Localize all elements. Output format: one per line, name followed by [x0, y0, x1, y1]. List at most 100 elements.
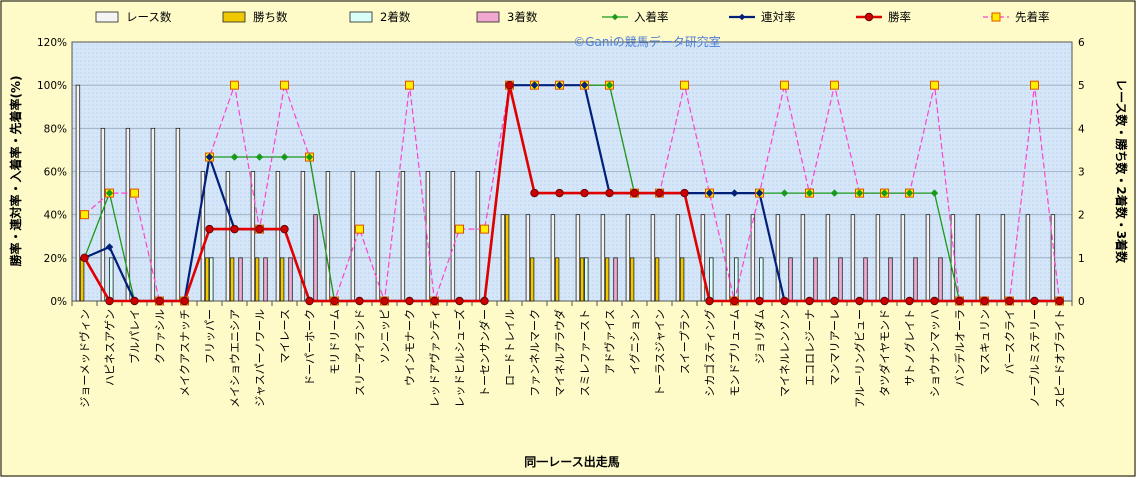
bar-4 — [238, 257, 243, 302]
bar-1 — [75, 84, 81, 302]
x-category-label: スミレファースト — [579, 309, 592, 396]
x-category-label: マイネルアラウダ — [553, 309, 567, 397]
marker-勝率 — [880, 296, 889, 306]
marker-勝率 — [330, 296, 339, 306]
marker-入着率 — [230, 153, 239, 161]
x-category-label: ロードトレイル — [504, 309, 517, 386]
marker-連対率 — [755, 189, 764, 197]
marker-連対率 — [105, 243, 114, 251]
x-category-label: エコロレジーナ — [804, 309, 817, 386]
marker-勝率 — [855, 296, 864, 306]
marker-勝率 — [480, 296, 489, 306]
x-category-label: ウインモナーク — [404, 309, 417, 386]
x-category-label: ファンネルマーク — [529, 309, 542, 397]
bar-4 — [888, 257, 893, 302]
marker-勝率 — [1005, 296, 1014, 306]
marker-入着率 — [930, 189, 939, 197]
bar-1 — [950, 214, 956, 302]
x-category-label: ジャスパーノワール — [254, 309, 267, 407]
marker-勝率 — [355, 296, 364, 306]
x-category-label: スリーアイランド — [354, 309, 367, 396]
marker-入着率 — [605, 81, 614, 89]
marker-勝率 — [955, 296, 964, 306]
marker-勝率 — [380, 296, 389, 306]
marker-入着率 — [105, 189, 114, 197]
marker-入着率 — [905, 189, 914, 197]
x-category-label: ハピネスアゲン — [104, 309, 117, 386]
marker-勝率 — [455, 296, 464, 306]
marker-連対率 — [730, 189, 739, 197]
y-axis-right-title: レース数・勝ち数・2着数・3着数 — [1114, 79, 1129, 264]
bar-1 — [200, 171, 206, 302]
right-tick-label: 1 — [1078, 253, 1085, 265]
right-tick-label: 5 — [1078, 80, 1085, 92]
bar-4 — [788, 257, 793, 302]
x-category-label: イグニション — [628, 309, 642, 375]
bar-1 — [350, 171, 356, 302]
x-category-label: バンデルオーラ — [953, 309, 967, 387]
x-category-label: レッドヒルシューズ — [453, 309, 467, 407]
legend-label: 入着率 — [634, 10, 669, 24]
right-tick-label: 6 — [1078, 37, 1085, 49]
marker-先着率 — [830, 80, 839, 90]
x-category-label: メイクアスナッチ — [179, 309, 192, 397]
bar-1 — [625, 214, 631, 302]
bar-1 — [675, 214, 681, 302]
marker-連対率 — [205, 153, 214, 161]
marker-勝率 — [230, 224, 239, 234]
marker-勝率 — [655, 188, 664, 198]
bar-2 — [654, 257, 660, 302]
marker-連対率 — [580, 81, 589, 89]
bar-2 — [279, 257, 285, 302]
bar-4 — [263, 257, 268, 302]
marker-先着率 — [680, 80, 689, 90]
bar-3 — [759, 257, 764, 302]
bar-1 — [575, 214, 581, 302]
bar-2 — [79, 257, 85, 302]
marker-連対率 — [530, 81, 539, 89]
marker-勝率 — [505, 80, 514, 90]
left-tick-label: 60% — [44, 167, 67, 179]
x-category-label: トーセンサンダー — [478, 309, 492, 397]
bar-1 — [775, 214, 781, 302]
bar-1 — [600, 214, 606, 302]
marker-勝率 — [830, 296, 839, 306]
marker-勝率 — [580, 188, 589, 198]
legend-marker — [991, 12, 1001, 22]
marker-連対率 — [705, 189, 714, 197]
bar-2 — [554, 257, 560, 302]
marker-勝率 — [530, 188, 539, 198]
bar-1 — [400, 171, 406, 302]
bar-1 — [300, 171, 306, 302]
marker-入着率 — [305, 153, 314, 161]
x-category-label: メイショウエニシア — [229, 309, 242, 408]
x-category-label: マイレース — [279, 309, 292, 363]
bar-2 — [679, 257, 685, 302]
bar-1 — [725, 214, 731, 302]
x-category-label: マイネルレンソン — [779, 309, 792, 397]
marker-勝率 — [730, 296, 739, 306]
bar-1 — [1000, 214, 1006, 302]
marker-勝率 — [755, 296, 764, 306]
line-勝率 — [83, 83, 1060, 303]
marker-勝率 — [930, 296, 939, 306]
bar-1 — [150, 127, 156, 302]
marker-先着率 — [80, 210, 89, 220]
marker-勝率 — [680, 188, 689, 198]
marker-先着率 — [780, 80, 789, 90]
marker-先着率 — [1030, 80, 1039, 90]
bar-3 — [709, 257, 714, 302]
bar-1 — [525, 214, 531, 302]
x-category-label: ノーブルミステリー — [1028, 309, 1042, 407]
left-tick-label: 80% — [44, 123, 67, 135]
marker-先着率 — [230, 80, 239, 90]
bar-1 — [550, 214, 556, 302]
marker-先着率 — [930, 80, 939, 90]
marker-入着率 — [780, 189, 789, 197]
bar-3 — [209, 257, 214, 302]
marker-勝率 — [155, 296, 164, 306]
left-tick-label: 100% — [37, 80, 67, 92]
marker-連対率 — [555, 81, 564, 89]
bar-1 — [1025, 214, 1031, 302]
